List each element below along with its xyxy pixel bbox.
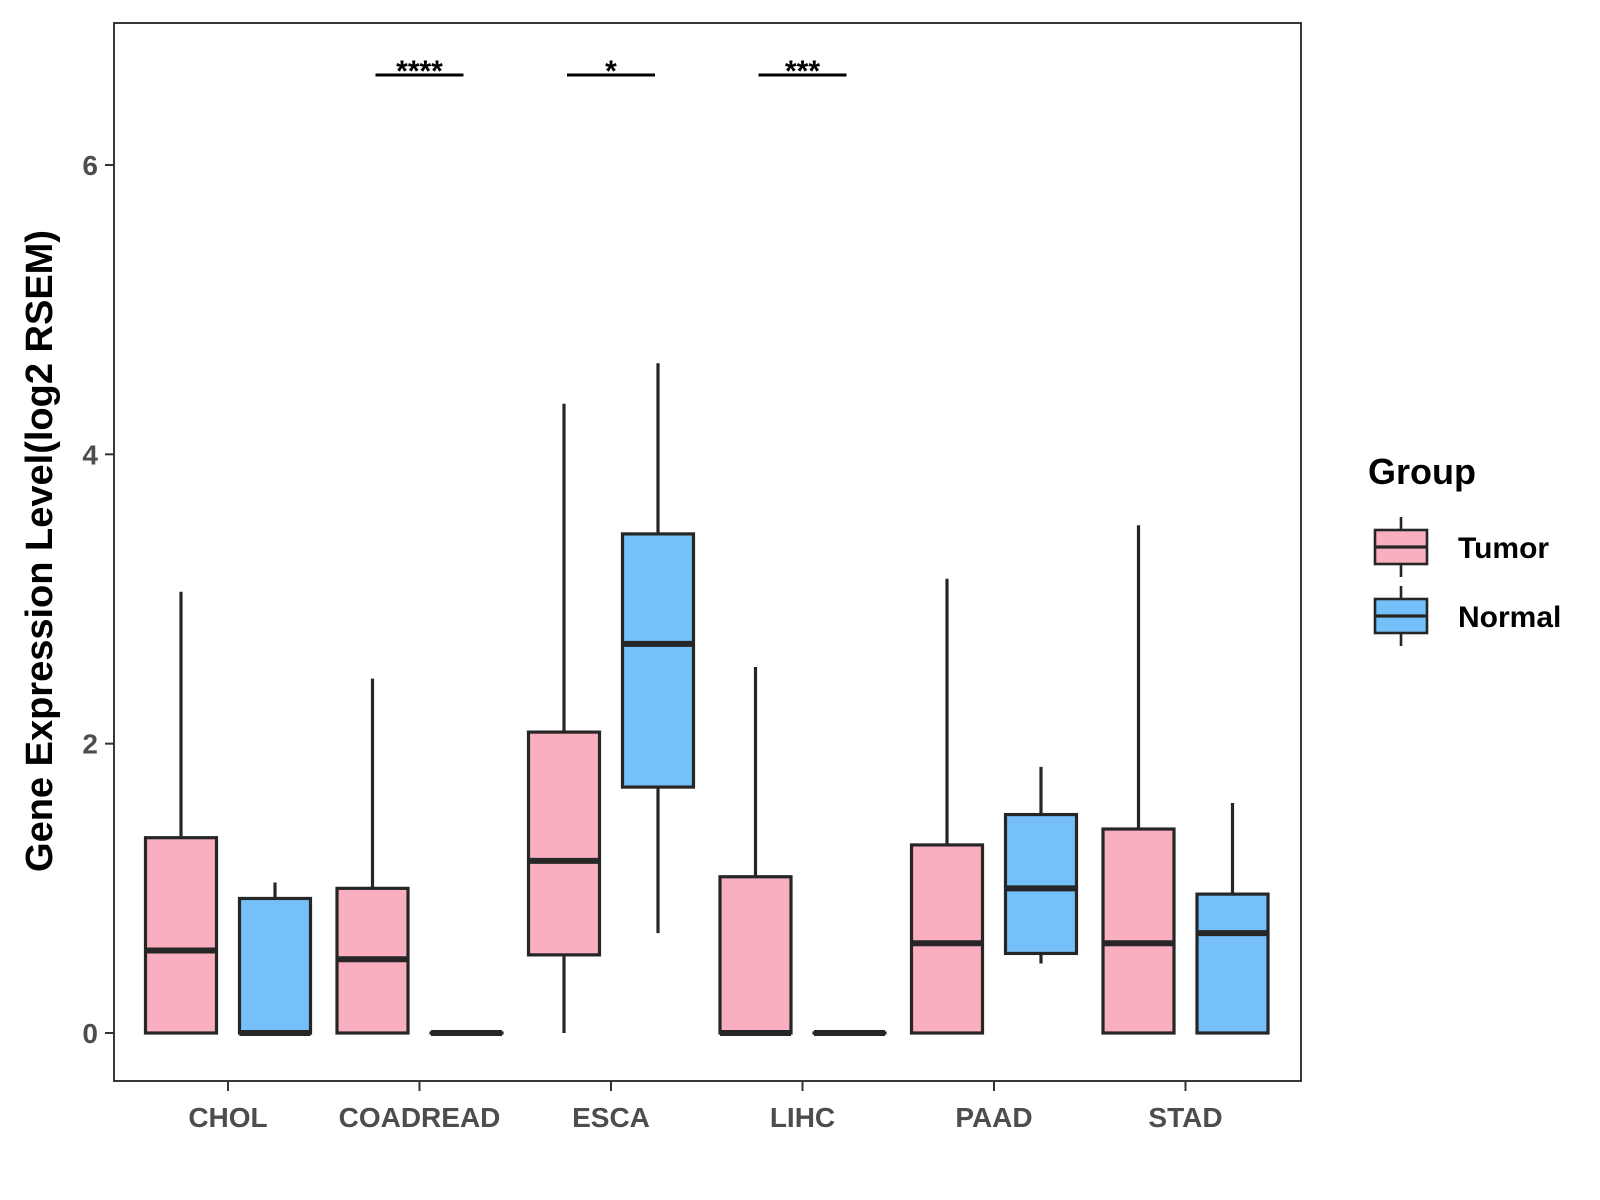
y-tick-label: 0 xyxy=(82,1018,98,1049)
box-body xyxy=(1195,892,1270,1035)
y-axis-title: Gene Expression Level(log2 RSEM) xyxy=(19,230,61,872)
panel-border xyxy=(113,22,1302,1082)
significance-label: **** xyxy=(396,55,443,88)
tumor-box-esca xyxy=(526,403,602,1033)
x-tick-label: STAD xyxy=(1148,1102,1222,1133)
legend-label: Tumor xyxy=(1458,532,1549,565)
legend-item-tumor: Tumor xyxy=(1373,517,1549,577)
significance-label: *** xyxy=(785,55,820,88)
legend-label: Normal xyxy=(1458,601,1561,634)
tumor-box-stad xyxy=(1101,525,1176,1035)
significance-label: * xyxy=(605,55,617,88)
tumor-box-paad xyxy=(909,578,985,1035)
tumor-box-chol xyxy=(143,591,219,1035)
box-body xyxy=(1101,827,1176,1035)
box-body xyxy=(718,875,793,1035)
x-tick-label: COADREAD xyxy=(339,1102,501,1133)
box-body xyxy=(909,843,985,1035)
box-body xyxy=(1003,812,1079,956)
box-body xyxy=(526,730,602,957)
x-tick-label: CHOL xyxy=(188,1102,267,1133)
box-body xyxy=(237,896,313,1035)
normal-box-esca xyxy=(620,363,696,934)
legend: Group Tumor Normal xyxy=(1368,451,1561,646)
tumor-box-coadread xyxy=(335,678,410,1035)
normal-box-chol xyxy=(237,882,313,1036)
x-tick-label: PAAD xyxy=(955,1102,1032,1133)
axes: 0 2 4 6 CHOL COADREAD ESCA LIHC PAAD STAD xyxy=(82,22,1302,1133)
y-tick-label: 2 xyxy=(82,729,98,760)
normal-box-stad xyxy=(1195,802,1270,1035)
y-tick-label: 6 xyxy=(82,150,98,181)
legend-item-normal: Normal xyxy=(1373,586,1561,646)
normal-box-paad xyxy=(1003,766,1079,964)
plot-area: **** * *** xyxy=(143,55,1270,1036)
tumor-box-lihc xyxy=(718,666,793,1036)
legend-title: Group xyxy=(1368,451,1476,492)
y-tick-label: 4 xyxy=(82,439,98,470)
legend-items: Tumor Normal xyxy=(1373,517,1561,646)
x-tick-label: ESCA xyxy=(572,1102,650,1133)
box-body xyxy=(143,836,219,1035)
x-tick-label: LIHC xyxy=(770,1102,835,1133)
box-body xyxy=(620,532,696,789)
